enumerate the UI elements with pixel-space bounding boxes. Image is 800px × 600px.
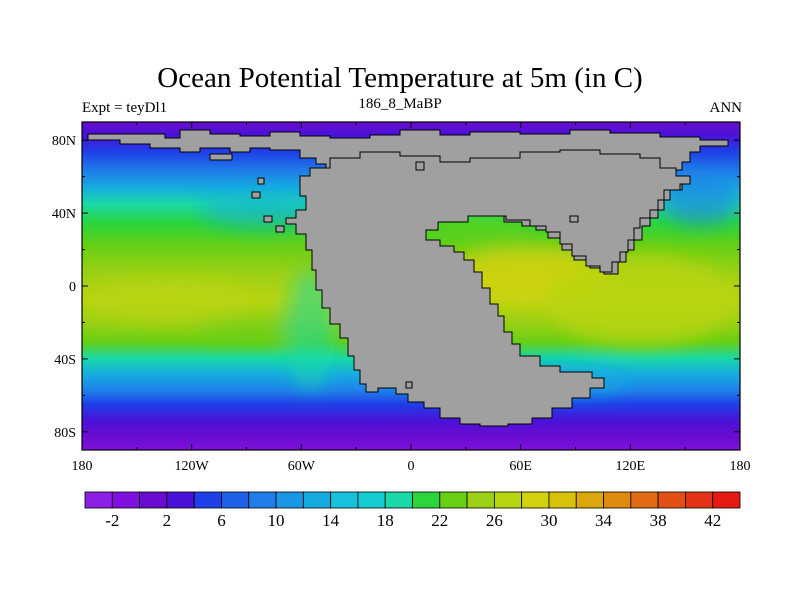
colorbar-swatch [712,491,741,509]
experiment-label: Expt = teyDl1 [82,100,168,116]
colorbar-swatch [603,491,632,509]
colorbar-swatch [139,491,168,509]
x-tick-label: 120W [175,459,210,474]
small-island-d [263,215,273,223]
colorbar-swatch [357,491,386,509]
colorbar-swatch [685,491,714,509]
colorbar-swatch [330,491,359,509]
small-island-g [569,215,579,223]
x-tick-label: 60W [288,459,316,474]
colorbar-label: 18 [377,511,394,530]
colorbar-label: 30 [540,511,557,530]
small-island-h [405,381,413,389]
axis-ticks [81,122,741,450]
small-island-a [209,153,233,161]
colorbar-label: 6 [217,511,226,530]
colorbar [84,491,741,509]
y-tick-label: 40N [52,207,76,222]
colorbar-label: 22 [431,511,448,530]
season-label: ANN [709,100,743,116]
main-continent [285,149,691,427]
small-island-e [275,225,285,233]
land-masses [87,129,729,427]
y-tick-label: 80S [54,426,76,441]
colorbar-labels: -2 2 6 10 14 18 22 26 30 34 38 42 [105,511,721,530]
colorbar-swatch [439,491,468,509]
colorbar-swatch [521,491,550,509]
colorbar-swatch [575,491,604,509]
colorbar-swatch [548,491,577,509]
y-tick-label: 40S [54,353,76,368]
small-island-b [251,191,261,199]
period-label: 186_8_MaBP [358,96,442,112]
colorbar-swatch [275,491,304,509]
x-tick-label: 60E [509,459,532,474]
colorbar-swatch [221,491,250,509]
colorbar-swatch [493,491,523,509]
colorbar-label: 14 [322,511,340,530]
y-tick-label: 0 [69,280,76,295]
small-island-c [257,177,265,185]
x-tick-label: 180 [72,459,93,474]
axis-tick-labels: 180 120W 60W 0 60E 120E 180 80N 40N 0 40S 80S [52,134,751,474]
small-island-f [415,161,425,171]
colorbar-label: 42 [704,511,721,530]
x-tick-label: 180 [730,459,751,474]
colorbar-swatch [193,491,222,509]
colorbar-swatch [302,491,332,509]
colorbar-label: -2 [105,511,119,530]
colorbar-label: 10 [268,511,285,530]
colorbar-swatch [466,491,495,509]
y-tick-label: 80N [52,134,76,149]
colorbar-swatch [248,491,277,509]
colorbar-swatch [384,491,413,509]
colorbar-swatch [657,491,686,509]
x-tick-label: 120E [616,459,646,474]
colorbar-label: 2 [163,511,172,530]
colorbar-swatch [84,491,113,509]
map-title: Ocean Potential Temperature at 5m (in C) [157,62,643,94]
x-tick-label: 0 [408,459,415,474]
colorbar-label: 38 [650,511,667,530]
colorbar-swatch [630,491,659,509]
colorbar-label: 26 [486,511,503,530]
colorbar-swatch [166,491,195,509]
colorbar-swatch [412,491,441,509]
colorbar-label: 34 [595,511,613,530]
colorbar-swatch [111,491,140,509]
